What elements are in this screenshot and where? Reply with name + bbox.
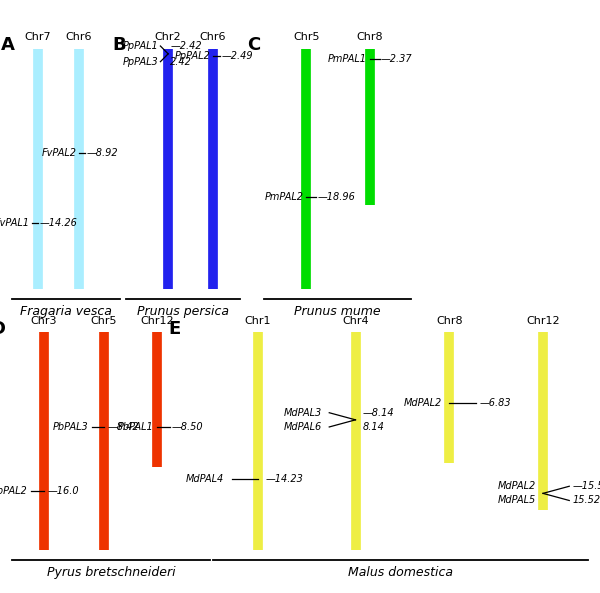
Text: Fragaria vesca: Fragaria vesca bbox=[20, 305, 112, 318]
Text: —2.49: —2.49 bbox=[221, 52, 253, 62]
Text: —8.92: —8.92 bbox=[86, 148, 118, 158]
Text: PmPAL2: PmPAL2 bbox=[265, 192, 304, 202]
Text: —18.96: —18.96 bbox=[317, 192, 355, 202]
Text: —2.37: —2.37 bbox=[381, 54, 413, 64]
Text: C: C bbox=[247, 36, 260, 53]
Text: Chr5: Chr5 bbox=[293, 32, 320, 42]
Text: PpPAL3: PpPAL3 bbox=[122, 57, 158, 66]
Text: FvPAL2: FvPAL2 bbox=[42, 148, 77, 158]
Text: PbPAL1: PbPAL1 bbox=[118, 422, 154, 432]
Text: Malus domestica: Malus domestica bbox=[348, 566, 453, 579]
Text: —8.42: —8.42 bbox=[107, 422, 139, 432]
Text: E: E bbox=[168, 320, 180, 338]
Text: Chr3: Chr3 bbox=[31, 316, 57, 326]
Text: Chr12: Chr12 bbox=[140, 316, 174, 326]
Text: Chr7: Chr7 bbox=[25, 32, 52, 42]
Text: Prunus mume: Prunus mume bbox=[294, 305, 381, 318]
Text: Chr4: Chr4 bbox=[342, 316, 369, 326]
Text: Chr6: Chr6 bbox=[199, 32, 226, 42]
Text: MdPAL2: MdPAL2 bbox=[404, 398, 442, 408]
Text: Chr8: Chr8 bbox=[436, 316, 463, 326]
Text: —6.83: —6.83 bbox=[479, 398, 511, 408]
Text: D: D bbox=[0, 320, 6, 338]
Text: 15.52: 15.52 bbox=[573, 496, 600, 505]
Text: Chr8: Chr8 bbox=[356, 32, 383, 42]
Text: —8.14: —8.14 bbox=[363, 408, 395, 417]
Text: MdPAL5: MdPAL5 bbox=[497, 496, 536, 505]
Text: —14.26: —14.26 bbox=[40, 218, 78, 228]
Text: —2.42: —2.42 bbox=[170, 41, 202, 51]
Text: PbPAL2: PbPAL2 bbox=[0, 486, 28, 496]
Text: MdPAL4: MdPAL4 bbox=[186, 474, 224, 484]
Text: Pyrus bretschneideri: Pyrus bretschneideri bbox=[47, 566, 175, 579]
Text: —8.50: —8.50 bbox=[172, 422, 203, 432]
Text: Chr12: Chr12 bbox=[526, 316, 560, 326]
Text: —15.52: —15.52 bbox=[573, 482, 600, 491]
Text: B: B bbox=[113, 36, 127, 53]
Text: Chr1: Chr1 bbox=[245, 316, 271, 326]
Text: Prunus persica: Prunus persica bbox=[137, 305, 229, 318]
Text: PmPAL1: PmPAL1 bbox=[328, 54, 367, 64]
Text: 8.14: 8.14 bbox=[363, 422, 385, 432]
Text: Chr2: Chr2 bbox=[155, 32, 181, 42]
Text: MdPAL6: MdPAL6 bbox=[284, 422, 322, 432]
Text: Chr6: Chr6 bbox=[66, 32, 92, 42]
Text: MdPAL3: MdPAL3 bbox=[284, 408, 322, 417]
Text: PpPAL2: PpPAL2 bbox=[175, 52, 211, 62]
Text: PpPAL1: PpPAL1 bbox=[122, 41, 158, 51]
Text: PbPAL3: PbPAL3 bbox=[52, 422, 88, 432]
Text: Chr5: Chr5 bbox=[91, 316, 117, 326]
Text: 2.42: 2.42 bbox=[170, 57, 192, 66]
Text: MdPAL2: MdPAL2 bbox=[497, 482, 536, 491]
Text: A: A bbox=[1, 36, 15, 53]
Text: —14.23: —14.23 bbox=[265, 474, 304, 484]
Text: FvPAL1: FvPAL1 bbox=[0, 218, 29, 228]
Text: —16.0: —16.0 bbox=[47, 486, 79, 496]
